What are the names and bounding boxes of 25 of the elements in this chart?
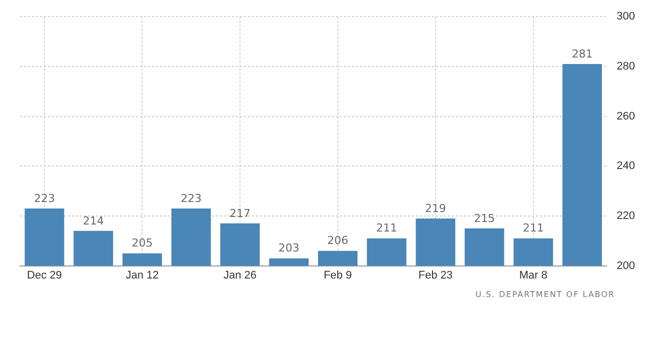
- x-tick-label: Jan 26: [223, 269, 257, 282]
- x-tick-label: Feb 23: [418, 269, 453, 282]
- data-label: 203: [278, 242, 300, 255]
- data-label: 223: [180, 192, 202, 205]
- data-label: 211: [522, 222, 544, 235]
- data-label: 217: [229, 206, 250, 220]
- data-label: 215: [474, 212, 495, 225]
- y-tick-label: 260: [616, 110, 636, 122]
- y-tick-label: 280: [616, 60, 636, 72]
- data-label: 214: [82, 214, 104, 228]
- y-tick-label: 300: [616, 10, 636, 23]
- data-label: 205: [132, 236, 153, 250]
- x-tick-label: Dec 29: [27, 269, 62, 282]
- data-label: 219: [425, 202, 446, 215]
- x-tick-label: Jan 12: [126, 269, 159, 282]
- data-label: 211: [376, 222, 398, 235]
- x-tick-label: Feb 9: [324, 269, 352, 282]
- y-tick-label: 200: [616, 260, 636, 272]
- data-label: 223: [34, 192, 55, 205]
- y-tick-label: 240: [616, 160, 636, 172]
- y-tick-label: 220: [616, 210, 636, 222]
- data-label: 206: [327, 234, 348, 248]
- x-tick-label: Mar 8: [519, 269, 548, 282]
- data-label: 281: [572, 47, 593, 60]
- text: U.S. DEPARTMENT OF LABOR: [475, 290, 615, 299]
